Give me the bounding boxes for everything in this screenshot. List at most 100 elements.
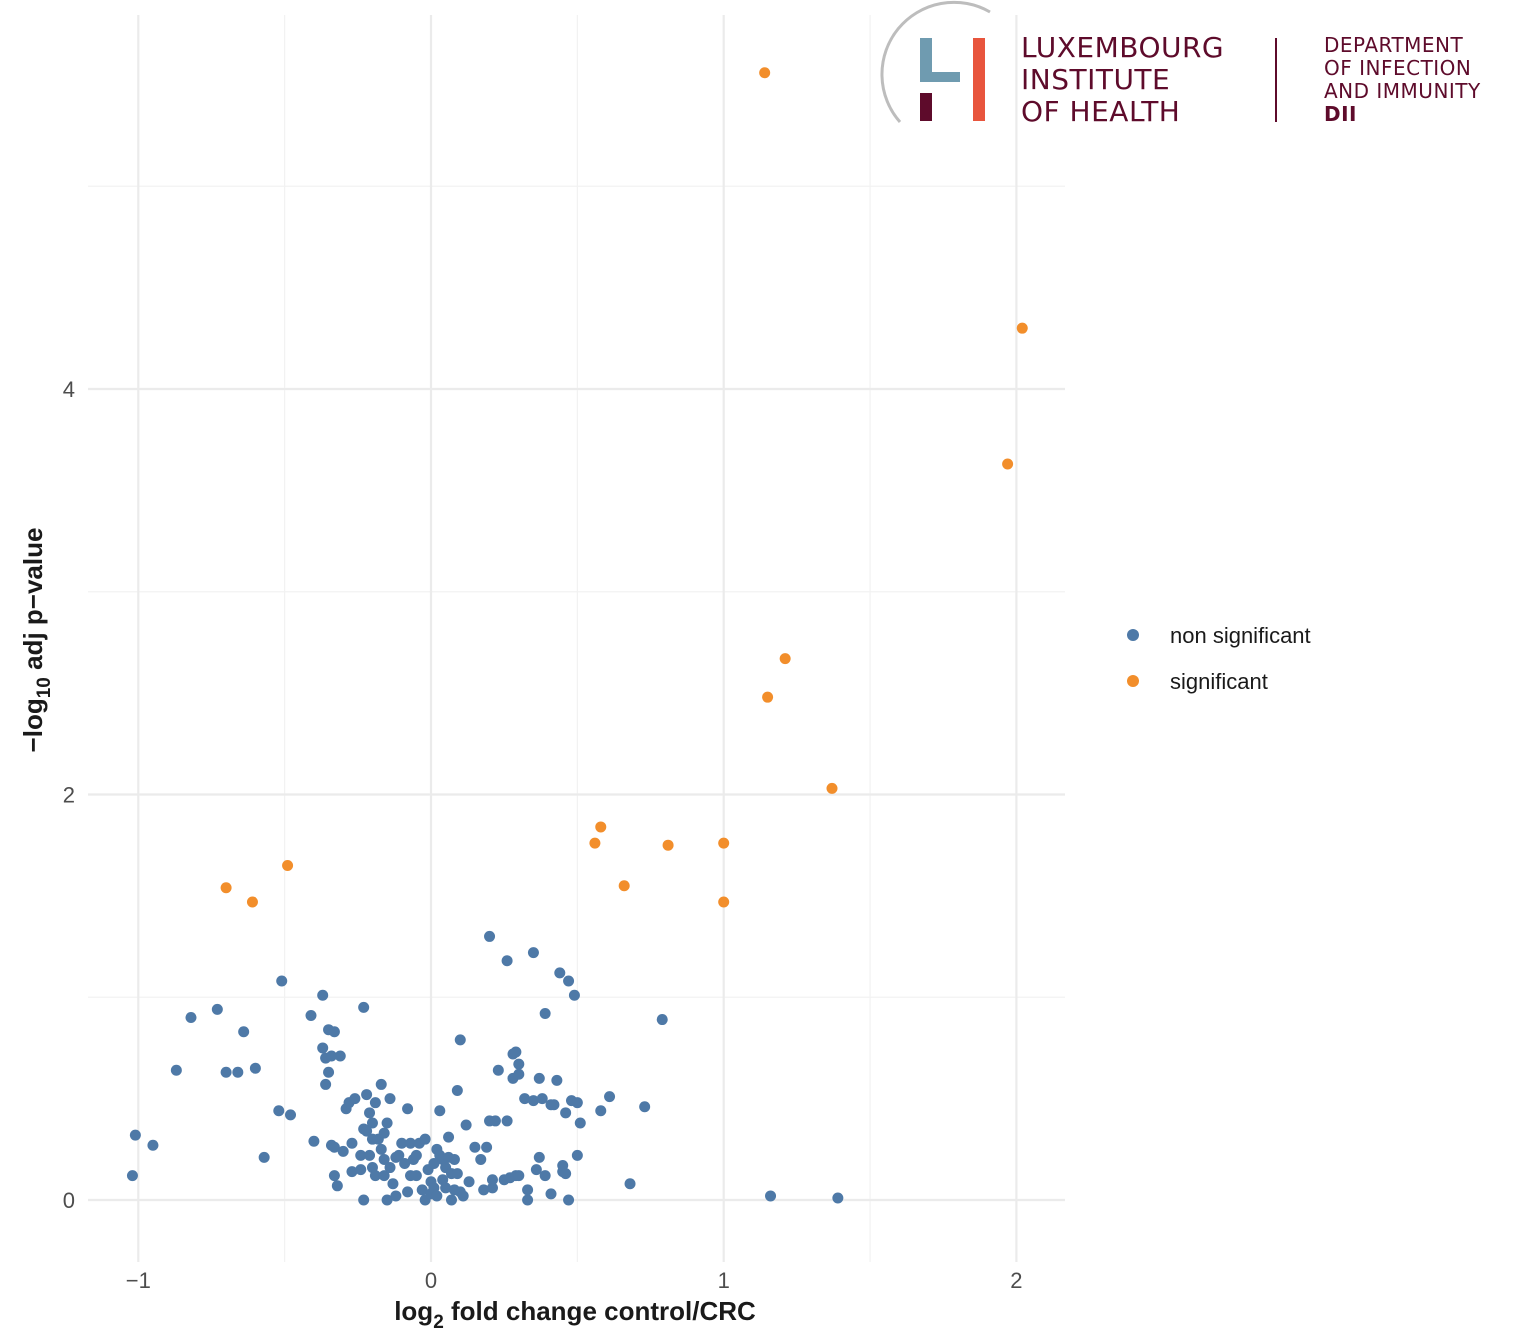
x-tick-labels: −1 0 1 2 [126,1268,1023,1293]
point-non-significant-149 [574,1117,586,1129]
point-non-significant-89 [443,1131,455,1143]
point-non-significant-150 [595,1105,607,1117]
point-non-significant-109 [486,1174,498,1186]
point-non-significant-59 [387,1178,399,1190]
point-non-significant-152 [624,1178,636,1190]
y-axis-title-subscript: 10 [34,677,55,698]
point-significant-13 [1002,458,1014,470]
y-tick-labels: 0 2 4 [63,377,75,1213]
point-non-significant-100 [460,1119,472,1131]
point-non-significant-68 [405,1137,417,1149]
point-non-significant-111 [492,1064,504,1076]
point-non-significant-63 [396,1137,408,1149]
point-non-significant-46 [366,1117,378,1129]
point-non-significant-154 [656,1014,668,1026]
point-non-significant-54 [378,1153,390,1165]
point-non-significant-136 [548,1099,560,1111]
point-non-significant-137 [551,1074,563,1086]
point-significant-4 [595,821,607,833]
point-non-significant-142 [560,1168,572,1180]
y-tick-label-1: 2 [63,783,75,808]
logo-org-line-2: INSTITUTE [1021,63,1170,96]
point-non-significant-70 [410,1149,422,1161]
point-non-significant-104 [478,1184,490,1196]
point-non-significant-103 [475,1153,487,1165]
point-non-significant-122 [513,1058,525,1070]
point-non-significant-20 [323,1066,335,1078]
point-non-significant-156 [832,1192,844,1204]
point-non-significant-138 [554,967,566,979]
y-tick-label-2: 4 [63,377,75,402]
point-non-significant-55 [381,1117,393,1129]
point-non-significant-130 [533,1151,545,1163]
point-non-significant-5 [211,1003,223,1015]
point-non-significant-135 [545,1188,557,1200]
point-non-significant-73 [416,1184,428,1196]
point-non-significant-41 [361,1125,373,1137]
point-non-significant-146 [568,989,580,1001]
point-non-significant-64 [399,1158,411,1170]
point-non-significant-51 [375,1143,387,1155]
point-non-significant-24 [328,1170,340,1182]
point-non-significant-124 [522,1194,534,1206]
logo-divider [1275,38,1277,122]
point-significant-12 [826,782,838,794]
point-non-significant-48 [369,1170,381,1182]
point-non-significant-19 [320,1078,332,1090]
point-significant-1 [246,896,258,908]
point-non-significant-153 [639,1101,651,1113]
point-non-significant-83 [434,1105,446,1117]
logo-dept-line-2: OF INFECTION [1324,56,1471,80]
point-non-significant-120 [513,1068,525,1080]
point-non-significant-108 [486,1182,498,1194]
point-non-significant-47 [369,1097,381,1109]
point-non-significant-15 [308,1135,320,1147]
x-axis-title-subscript: 2 [433,1312,444,1330]
logo-bar-blue [920,38,932,82]
point-non-significant-25 [328,1141,340,1153]
point-non-significant-80 [428,1158,440,1170]
point-significant-10 [762,691,774,703]
point-non-significant-110 [489,1115,501,1127]
point-non-significant-29 [337,1145,349,1157]
point-non-significant-133 [539,1170,551,1182]
grid [88,15,1065,1262]
point-non-significant-0 [126,1170,138,1182]
point-non-significant-132 [539,1007,551,1019]
point-non-significant-28 [334,1050,346,1062]
point-non-significant-66 [402,1103,414,1115]
point-non-significant-27 [331,1180,343,1192]
point-non-significant-123 [519,1093,531,1105]
point-non-significant-97 [454,1034,466,1046]
point-non-significant-16 [317,989,329,1001]
point-non-significant-148 [571,1149,583,1161]
x-tick-label-2: 1 [718,1268,730,1293]
point-non-significant-82 [431,1190,443,1202]
point-non-significant-1 [129,1129,141,1141]
point-non-significant-8 [238,1026,250,1038]
point-non-significant-93 [448,1153,460,1165]
legend-key-non-significant [1127,629,1139,641]
point-non-significant-99 [457,1190,469,1202]
point-non-significant-91 [445,1194,457,1206]
lih-logo: LUXEMBOURG INSTITUTE OF HEALTH DEPARTMEN… [880,0,1481,128]
point-non-significant-131 [536,1093,548,1105]
point-non-significant-34 [349,1093,361,1105]
point-non-significant-105 [481,1141,493,1153]
point-non-significant-126 [527,947,539,959]
point-non-significant-33 [346,1166,358,1178]
point-non-significant-38 [358,1001,370,1013]
point-non-significant-6 [220,1066,232,1078]
point-non-significant-102 [469,1141,481,1153]
point-significant-0 [220,882,232,894]
point-non-significant-144 [563,975,575,987]
point-significant-9 [759,67,771,79]
point-non-significant-95 [451,1085,463,1097]
legend-label-significant: significant [1170,669,1268,694]
point-non-significant-3 [170,1064,182,1076]
point-non-significant-65 [402,1186,414,1198]
logo-bar-red [973,38,985,121]
logo-dept-line-1: DEPARTMENT [1324,33,1464,57]
point-non-significant-40 [361,1089,373,1101]
